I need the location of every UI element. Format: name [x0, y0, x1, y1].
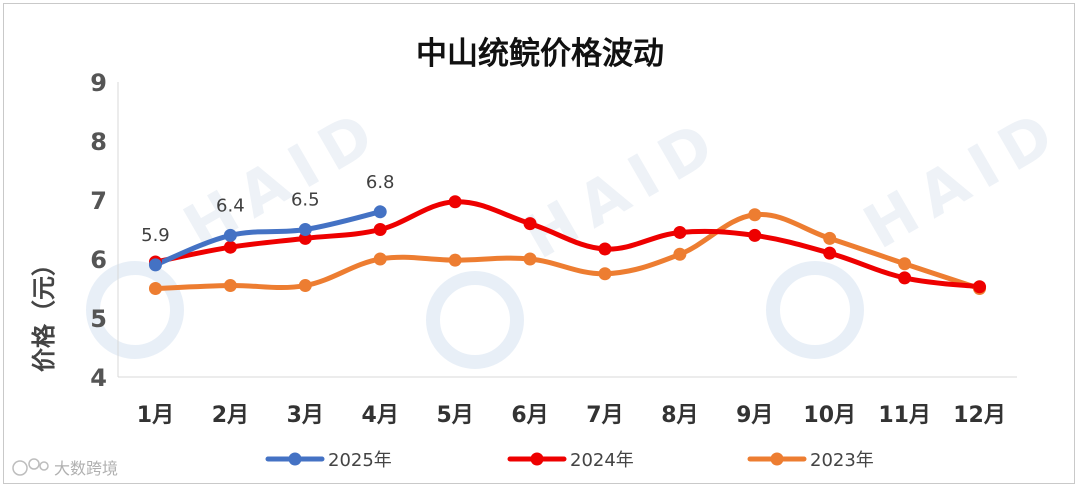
- data-label: 6.5: [291, 190, 320, 211]
- x-tick-labels: 1月 2月 3月 4月 5月 6月 7月 8月 9月 10月 11月 12月: [137, 403, 1006, 428]
- data-point: [673, 225, 687, 239]
- data-point: [148, 258, 162, 272]
- data-point: [673, 247, 687, 261]
- data-point: [823, 246, 837, 260]
- y-tick-labels: 4 5 6 7 8 9: [90, 69, 107, 392]
- legend-swatch-marker: [530, 452, 544, 466]
- watermark-brand-text-3: HAID: [853, 94, 1076, 263]
- x-tick-label: 8月: [661, 403, 698, 428]
- legend-label: 2024年: [570, 450, 634, 471]
- x-tick-label: 6月: [511, 403, 548, 428]
- data-point: [298, 223, 312, 236]
- chart-title: 中山统鲩价格波动: [416, 36, 664, 72]
- source-logo-icon: [12, 458, 49, 476]
- watermark-brand-text-1: HAID: [173, 94, 396, 263]
- data-point: [298, 279, 312, 293]
- data-point: [598, 267, 612, 281]
- x-tick-label: 5月: [436, 403, 473, 428]
- data-point: [373, 223, 387, 236]
- legend-label: 2023年: [810, 450, 874, 471]
- data-point: [598, 242, 612, 256]
- data-point: [148, 282, 162, 295]
- x-tick-label: 12月: [953, 403, 1006, 428]
- y-tick-label: 9: [90, 69, 107, 97]
- y-tick-label: 4: [90, 364, 107, 392]
- data-point: [523, 217, 537, 231]
- data-label: 6.8: [366, 172, 395, 193]
- data-point: [748, 228, 762, 242]
- data-point: [223, 240, 237, 254]
- data-point: [823, 231, 837, 245]
- x-tick-label: 11月: [878, 403, 931, 428]
- data-point: [223, 279, 237, 293]
- x-tick-label: 9月: [736, 403, 773, 428]
- data-point: [973, 280, 987, 294]
- data-point: [898, 271, 912, 285]
- source-watermark: 大数跨境: [12, 458, 118, 478]
- x-tick-label: 2月: [212, 403, 249, 428]
- x-tick-label: 1月: [137, 403, 174, 428]
- x-tick-label: 7月: [586, 403, 623, 428]
- data-label: 5.9: [141, 225, 170, 246]
- data-point: [523, 252, 537, 266]
- source-watermark-text: 大数跨境: [54, 459, 118, 478]
- data-point: [373, 252, 387, 266]
- x-tick-label: 3月: [287, 403, 324, 428]
- haid-watermark-logo: [86, 261, 864, 369]
- legend-swatch-marker: [770, 452, 784, 466]
- chart-frame: [3, 3, 1075, 484]
- legend-swatch-marker: [288, 452, 302, 466]
- data-point: [373, 205, 387, 219]
- data-point: [748, 208, 762, 222]
- y-tick-label: 6: [90, 246, 107, 274]
- y-tick-label: 7: [90, 187, 107, 215]
- background-watermarks: HAID HAID HAID: [86, 94, 1076, 369]
- y-tick-label: 8: [90, 128, 107, 156]
- data-point: [448, 253, 462, 267]
- series-points: [148, 195, 987, 295]
- data-point: [448, 195, 462, 209]
- data-point: [898, 257, 912, 271]
- x-tick-label: 10月: [803, 403, 856, 428]
- data-label: 6.4: [216, 195, 245, 216]
- x-tick-label: 4月: [362, 403, 399, 428]
- legend-label: 2025年: [328, 450, 392, 471]
- legend: 2025年 2024年 2023年: [265, 450, 874, 471]
- y-axis-label: 价格（元）: [30, 252, 58, 372]
- data-labels: 5.9 6.4 6.5 6.8: [141, 172, 394, 246]
- series-line: [152, 209, 383, 268]
- data-point: [223, 228, 237, 242]
- y-tick-label: 5: [90, 305, 107, 333]
